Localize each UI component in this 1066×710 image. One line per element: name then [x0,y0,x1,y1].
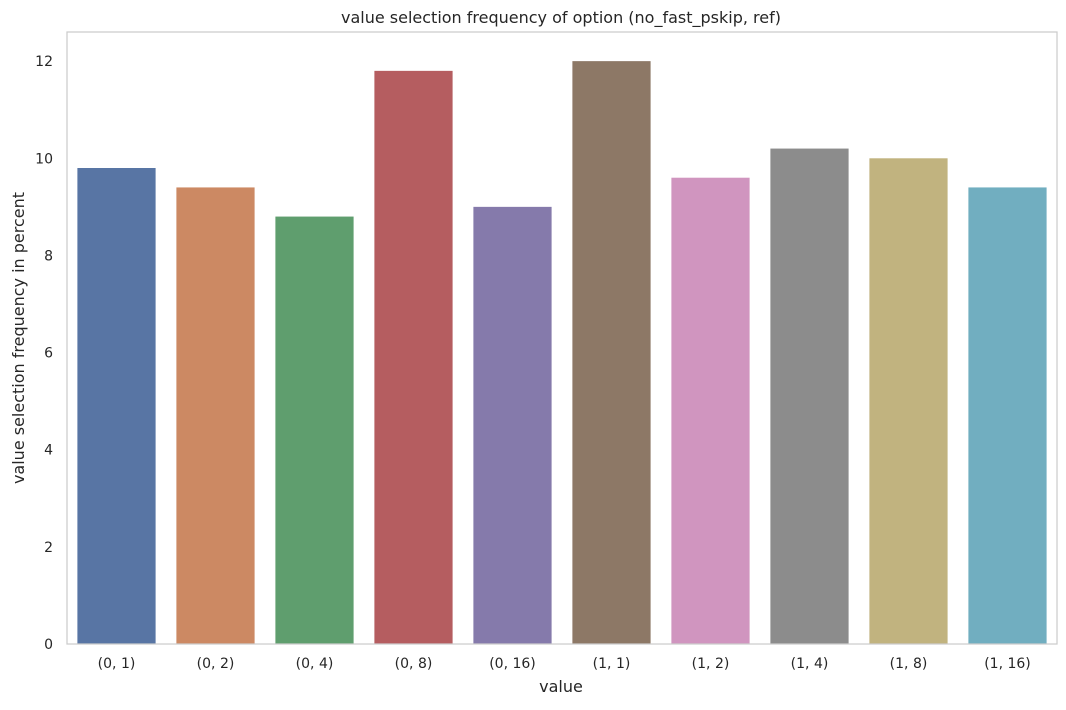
y-axis-label: value selection frequency in percent [9,192,28,484]
x-tick-label: (0, 8) [395,656,433,672]
plot-frame [66,31,1058,645]
x-tick-label: (0, 16) [489,656,536,672]
bar-4 [473,206,552,645]
y-tick-label: 2 [44,540,53,556]
x-tick-label: (0, 4) [296,656,334,672]
bar-6 [671,177,750,644]
y-tick-label: 6 [44,346,53,362]
y-tick-label: 12 [35,54,53,70]
bar-2 [275,216,354,644]
x-tick-label: (0, 2) [197,656,235,672]
bar-1 [176,187,255,644]
y-ticks-group: 0 2 4 6 8 10 12 [35,54,53,653]
bars-group [77,61,1047,645]
y-tick-label: 4 [44,443,53,459]
x-tick-label: (1, 16) [984,656,1031,672]
x-tick-label: (1, 4) [791,656,829,672]
y-tick-label: 8 [44,248,53,264]
bar-9 [968,187,1047,644]
x-tick-label: (0, 1) [98,656,136,672]
y-tick-label: 0 [44,637,53,653]
x-tick-label: (1, 8) [890,656,928,672]
x-tick-label: (1, 2) [692,656,730,672]
bar-8 [869,158,948,645]
x-tick-label: (1, 1) [593,656,631,672]
bar-5 [572,61,651,644]
x-ticks-group: (0, 1) (0, 2) (0, 4) (0, 8) (0, 16) (1, 1) (1,… [98,656,1031,672]
chart-title: value selection frequency of option (no_… [341,8,781,28]
bar-7 [770,148,849,644]
bar-3 [374,70,453,645]
bar-0 [77,168,156,644]
x-axis-label: value [539,677,583,696]
y-tick-label: 10 [35,151,53,167]
